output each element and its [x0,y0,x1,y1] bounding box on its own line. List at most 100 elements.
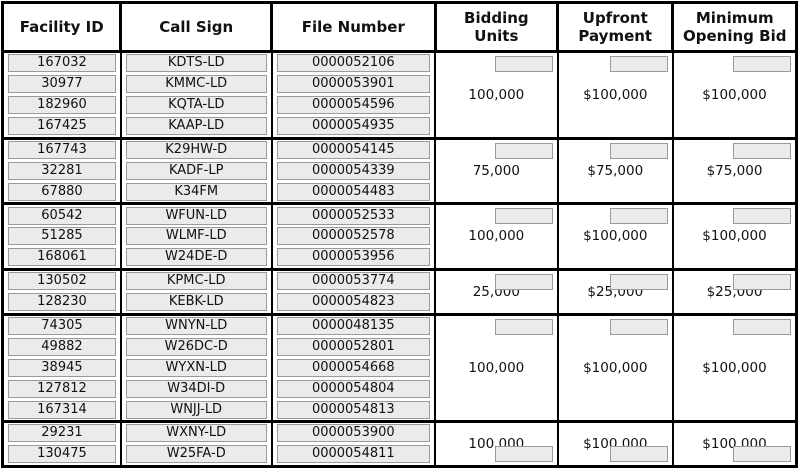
table-row: 49882 W26DC-D 0000052801 [1,336,797,358]
facility-id-cell: 127812 [1,378,122,400]
upfront-payment-cell: $100,000 [556,202,674,270]
empty-cell-artifact [733,446,791,462]
table-row: 60542 WFUN-LD 0000052533 100,000 $100,000 $10… [1,202,798,270]
facility-id-value: 60542 [8,206,116,225]
empty-cell-artifact [733,318,791,335]
file-number-value: 0000052106 [276,54,431,73]
bidding-units-cell: 100,000 [434,50,559,138]
facility-id-value: 49882 [8,337,116,356]
bidding-units-cell: 100,000 [434,419,559,467]
file-number-value: 0000054811 [276,445,431,464]
call-sign-cell: KPMC-LD [119,267,273,292]
column-header-bidding-units: Bidding Units [433,1,560,53]
table-row: 67880 K34FM 0000054483 [1,181,797,204]
file-number-cell: 0000054813 [270,399,437,422]
bidding-units-cell: 100,000 [434,312,559,422]
table-row: 32281 KADF-LP 0000054339 [1,160,797,182]
table-row: 167314 WNJJ-LD 0000054813 [1,399,797,422]
facility-id-value: 30977 [8,75,116,94]
bidding-units-cell: 75,000 [434,136,559,204]
column-header-file-number: File Number [270,1,437,53]
facility-id-value: 130475 [8,445,116,464]
file-number-cell: 0000054145 [270,136,437,161]
facility-id-value: 167743 [8,140,116,159]
facility-id-cell: 51285 [1,226,122,247]
facility-id-value: 167425 [8,117,116,136]
bidding-units-value: 100,000 [468,228,525,245]
file-number-value: 0000054339 [276,161,431,180]
table-row: 29231 WXNY-LD 0000053900 100,000 $100,000 $10… [1,419,798,467]
file-number-cell: 0000054811 [270,443,437,467]
facility-id-cell: 168061 [1,246,122,270]
column-header-upfront-payment: Upfront Payment [556,1,675,53]
facility-id-cell: 67880 [1,181,122,204]
call-sign-cell: KDTS-LD [119,49,273,74]
facility-id-value: 67880 [8,182,116,201]
facility-id-cell: 32281 [1,160,122,182]
empty-cell-artifact [494,208,553,225]
empty-cell-artifact [733,142,791,159]
call-sign-value: W24DE-D [125,248,267,267]
call-sign-cell: W34DI-D [119,378,273,400]
file-number-cell: 0000053900 [270,419,437,444]
table-row: 167032 KDTS-LD 0000052106 100,000 $100,000 $1… [1,49,798,138]
facility-id-value: 74305 [8,317,116,336]
upfront-payment-value: $100,000 [583,359,648,376]
call-sign-cell: WNJJ-LD [119,399,273,422]
file-number-cell: 0000054935 [270,115,437,138]
minimum-opening-bid-cell: $100,000 [671,312,798,422]
facility-id-value: 168061 [8,248,116,267]
file-number-value: 0000054483 [276,182,431,201]
call-sign-value: W34DI-D [125,379,267,398]
table-row: 30977 KMMC-LD 0000053901 [1,73,797,95]
call-sign-cell: WLMF-LD [119,226,273,247]
file-number-cell: 0000052801 [270,336,437,358]
file-number-cell: 0000052533 [270,202,437,227]
empty-cell-artifact [609,208,668,225]
facility-id-cell: 74305 [1,312,122,337]
table-body: 167032 KDTS-LD 0000052106 100,000 $100,000 $1… [1,49,798,467]
call-sign-value: W25FA-D [125,445,267,464]
facility-id-value: 32281 [8,161,116,180]
upfront-payment-value: $75,000 [587,162,644,179]
facility-id-cell: 60542 [1,202,122,227]
minimum-opening-bid-value: $75,000 [706,162,763,179]
upfront-payment-cell: $100,000 [556,50,674,138]
empty-cell-artifact [494,142,553,159]
facility-id-cell: 182960 [1,94,122,116]
call-sign-value: WLMF-LD [125,227,267,246]
bidding-units-cell: 25,000 [434,267,559,315]
column-header-minimum-opening-bid: Minimum Opening Bid [671,1,798,53]
file-number-cell: 0000054804 [270,378,437,400]
header-row: Facility ID Call Sign File Number Bidding U… [0,1,798,53]
file-number-value: 0000053901 [276,75,431,94]
minimum-opening-bid-value: $100,000 [702,228,767,245]
call-sign-value: KQTA-LD [125,96,267,115]
call-sign-cell: KEBK-LD [119,291,273,315]
table-row: 51285 WLMF-LD 0000052578 [1,226,797,247]
empty-cell-artifact [609,273,668,290]
file-number-cell: 0000053774 [270,267,437,292]
call-sign-cell: K34FM [119,181,273,204]
minimum-opening-bid-cell: $75,000 [671,136,798,204]
facility-id-value: 167314 [8,400,116,419]
empty-cell-artifact [494,446,553,462]
minimum-opening-bid-cell: $100,000 [671,202,798,270]
file-number-value: 0000052578 [276,227,431,246]
facility-id-cell: 49882 [1,336,122,358]
call-sign-cell: W25FA-D [119,443,273,467]
minimum-opening-bid-cell: $25,000 [671,267,798,315]
facility-id-cell: 30977 [1,73,122,95]
file-number-cell: 0000052578 [270,226,437,247]
facility-id-cell: 167314 [1,399,122,422]
file-number-cell: 0000054668 [270,357,437,379]
file-number-value: 0000052801 [276,337,431,356]
column-header-facility-id: Facility ID [0,1,123,53]
facility-id-cell: 130502 [1,267,122,292]
file-number-cell: 0000054823 [270,291,437,315]
call-sign-cell: KAAP-LD [119,115,273,138]
call-sign-value: K29HW-D [125,140,267,159]
bidding-units-value: 75,000 [472,162,520,179]
facility-id-cell: 167743 [1,136,122,161]
upfront-payment-cell: $75,000 [556,136,674,204]
